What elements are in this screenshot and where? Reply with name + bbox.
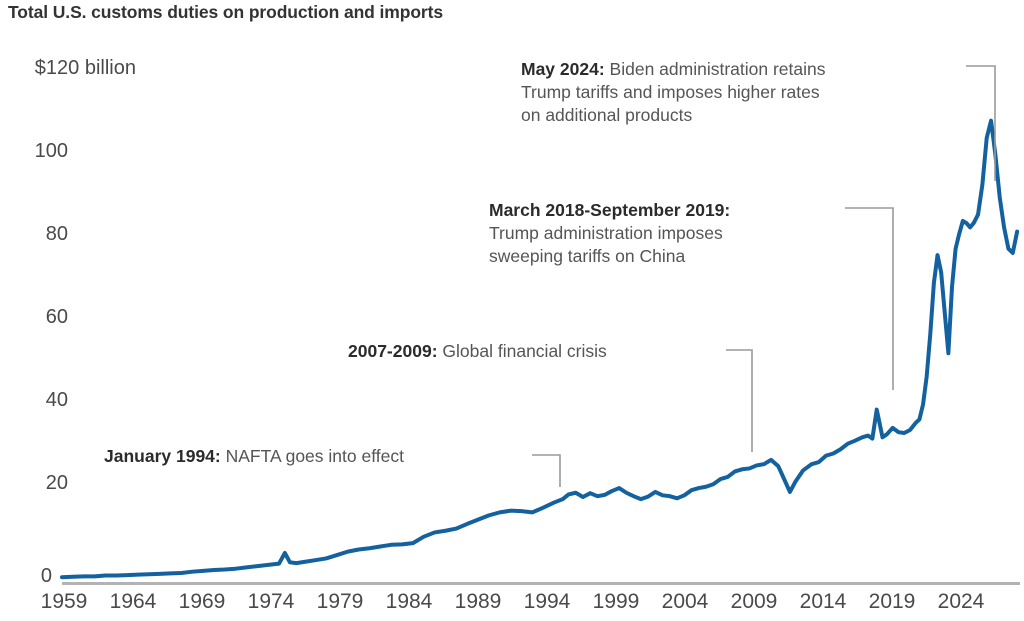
data-series-line: [60, 118, 1020, 580]
x-axis-tick-2004: 2004: [661, 590, 709, 613]
leader-line-3: [726, 349, 753, 452]
x-axis-tick-2014: 2014: [799, 590, 847, 613]
annotation-2007-2009-label: 2007-2009:: [348, 341, 438, 361]
annotation-jan-1994-line1: NAFTA goes into effect: [225, 446, 404, 466]
x-axis-tick-1989: 1989: [454, 590, 502, 613]
leader-line-2: [845, 207, 894, 390]
y-axis-tick-0: 0: [40, 565, 52, 587]
annotation-2018-2019-line1: Trump administration imposes: [489, 223, 723, 243]
annotation-may-2024: May 2024: Biden administration retains T…: [521, 58, 826, 127]
annotation-may-2024-line3: on additional products: [521, 105, 693, 125]
annotation-may-2024-label: May 2024:: [521, 59, 605, 79]
y-axis-tick-100: 100: [34, 140, 68, 162]
annotation-2018-2019: March 2018-September 2019: Trump adminis…: [489, 199, 730, 268]
annotation-jan-1994-label: January 1994:: [104, 446, 221, 466]
y-axis-tick-80: 80: [45, 223, 68, 245]
x-axis-tick-1994: 1994: [523, 590, 571, 613]
annotation-leader-lines: [532, 65, 996, 487]
annotation-jan-1994: January 1994: NAFTA goes into effect: [104, 445, 404, 468]
y-axis-tick-20: 20: [45, 472, 68, 494]
leader-line-1: [966, 65, 996, 181]
y-axis-tick-120: $120 billion: [34, 57, 136, 79]
x-axis-tick-1984: 1984: [385, 590, 433, 613]
leader-line-4: [532, 454, 561, 487]
x-axis-tick-2009: 2009: [730, 590, 778, 613]
x-axis-tick-1964: 1964: [109, 590, 157, 613]
y-axis-tick-40: 40: [45, 389, 68, 411]
annotation-2018-2019-line2: sweeping tariffs on China: [489, 246, 686, 266]
x-axis-tick-1979: 1979: [316, 590, 364, 613]
annotation-2007-2009-line1: Global financial crisis: [442, 341, 607, 361]
x-axis-tick-2019: 2019: [868, 590, 916, 613]
annotation-2018-2019-label: March 2018-September 2019:: [489, 200, 731, 220]
x-axis-tick-1974: 1974: [247, 590, 295, 613]
x-axis-tick-1969: 1969: [178, 590, 226, 613]
annotation-may-2024-line2: Trump tariffs and imposes higher rates: [521, 82, 820, 102]
page-title: Total U.S. customs duties on production …: [8, 2, 444, 22]
x-axis-tick-1959: 1959: [40, 590, 88, 613]
annotation-may-2024-line1: Biden administration retains: [609, 59, 826, 79]
y-axis-tick-60: 60: [45, 306, 68, 328]
x-axis-tick-2024: 2024: [937, 590, 985, 613]
x-axis-tick-1999: 1999: [592, 590, 640, 613]
annotation-2007-2009: 2007-2009: Global financial crisis: [348, 340, 607, 363]
